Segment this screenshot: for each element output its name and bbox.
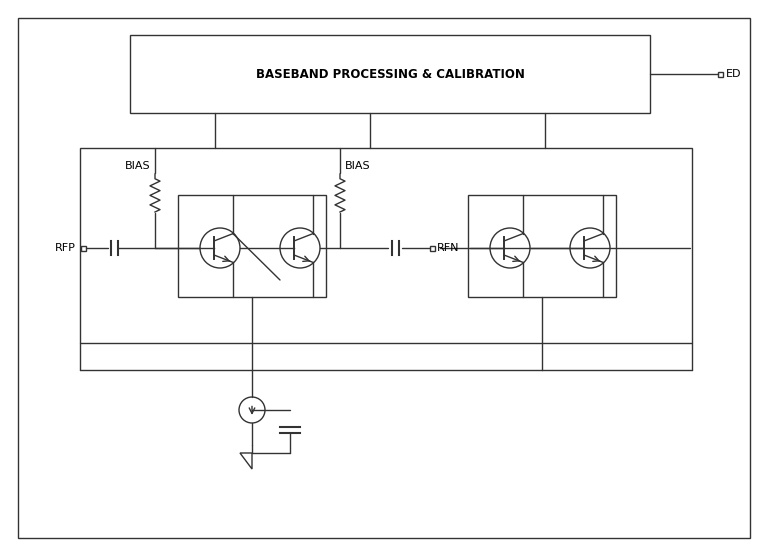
Text: RFP: RFP <box>55 243 76 253</box>
Bar <box>178 195 326 297</box>
Text: RFN: RFN <box>437 243 459 253</box>
Bar <box>80 148 692 343</box>
Text: BASEBAND PROCESSING & CALIBRATION: BASEBAND PROCESSING & CALIBRATION <box>256 67 525 81</box>
Bar <box>468 195 616 297</box>
Bar <box>429 246 435 251</box>
Text: BIAS: BIAS <box>345 161 371 171</box>
Bar <box>130 35 650 113</box>
Text: BIAS: BIAS <box>124 161 150 171</box>
Bar <box>717 72 723 77</box>
Text: ED: ED <box>726 69 741 79</box>
Bar <box>81 246 85 251</box>
